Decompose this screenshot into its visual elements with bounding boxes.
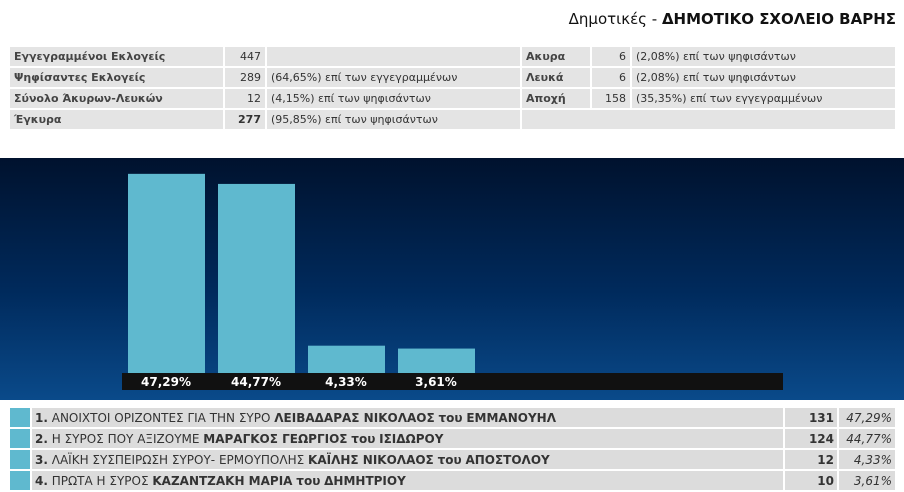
candidate-percent: 3,61% [839,471,895,490]
stats-row: Έγκυρα 277 (95,85%) επί των ψηφισάντων [10,110,895,129]
results-chart: 47,29% 44,77% 4,33% 3,61% [0,158,904,400]
stats-cell: (35,35%) επί των εγγεγραμμένων [632,89,895,108]
bar [218,183,295,373]
candidate-votes: 131 [785,408,837,427]
candidate-name: 3. ΛΑΪΚΗ ΣΥΣΠΕΙΡΩΣΗ ΣΥΡΟΥ- ΕΡΜΟΥΠΟΛΗΣ ΚΑ… [32,450,783,469]
candidate-percent: 47,29% [839,408,895,427]
empty-cell [522,110,895,129]
stats-cell: Σύνολο Άκυρων-Λευκών [10,89,223,108]
bar [398,348,475,373]
stats-cell: 12 [225,89,265,108]
stats-cell: (2,08%) επί των ψηφισάντων [632,47,895,66]
stats-row: Ψηφίσαντες Εκλογείς 289 (64,65%) επί των ε… [10,68,895,87]
color-swatch [10,408,30,427]
candidates-table: 1. ΑΝΟΙΧΤΟΙ ΟΡΙΖΟΝΤΕΣ ΓΙΑ ΤΗΝ ΣΥΡΟ ΛΕΙΒΑ… [8,406,897,492]
candidate-row: 2. Η ΣΥΡΟΣ ΠΟΥ ΑΞΙΖΟΥΜΕ ΜΑΡΑΓΚΟΣ ΓΕΩΡΓΙΟ… [10,429,895,448]
candidate-votes: 124 [785,429,837,448]
color-swatch [10,450,30,469]
bar [128,173,205,373]
stats-table: Εγγεγραμμένοι Εκλογείς 447 Ακυρα 6 (2,08%) ε… [8,45,897,131]
candidate-votes: 10 [785,471,837,490]
candidate-row: 1. ΑΝΟΙΧΤΟΙ ΟΡΙΖΟΝΤΕΣ ΓΙΑ ΤΗΝ ΣΥΡΟ ΛΕΙΒΑ… [10,408,895,427]
color-swatch [10,429,30,448]
bar [308,345,385,373]
candidate-votes: 12 [785,450,837,469]
page-title: Δημοτικές - ΔΗΜΟΤΙΚΟ ΣΧΟΛΕΙΟ ΒΑΡΗΣ [568,10,896,28]
stats-cell: 277 [225,110,265,129]
stats-cell: 447 [225,47,265,66]
candidate-name: 2. Η ΣΥΡΟΣ ΠΟΥ ΑΞΙΖΟΥΜΕ ΜΑΡΑΓΚΟΣ ΓΕΩΡΓΙΟ… [32,429,783,448]
stats-cell: (95,85%) επί των ψηφισάντων [267,110,520,129]
label-strip [122,373,783,390]
candidate-row: 4. ΠΡΩΤΑ Η ΣΥΡΟΣ ΚΑΖΑΝΤΖΑΚΗ ΜΑΡΙΑ του ΔΗ… [10,471,895,490]
stats-cell: Εγγεγραμμένοι Εκλογείς [10,47,223,66]
stats-cell: Λευκά [522,68,590,87]
stats-cell: 289 [225,68,265,87]
candidate-row: 3. ΛΑΪΚΗ ΣΥΣΠΕΙΡΩΣΗ ΣΥΡΟΥ- ΕΡΜΟΥΠΟΛΗΣ ΚΑ… [10,450,895,469]
bar-label: 47,29% [141,375,191,389]
stats-cell: Αποχή [522,89,590,108]
stats-cell [267,47,520,66]
stats-cell: (4,15%) επί των ψηφισάντων [267,89,520,108]
stats-cell: (2,08%) επί των ψηφισάντων [632,68,895,87]
candidate-name: 1. ΑΝΟΙΧΤΟΙ ΟΡΙΖΟΝΤΕΣ ΓΙΑ ΤΗΝ ΣΥΡΟ ΛΕΙΒΑ… [32,408,783,427]
stats-cell: (64,65%) επί των εγγεγραμμένων [267,68,520,87]
bar-label: 44,77% [231,375,281,389]
stats-cell: 158 [592,89,630,108]
stats-cell: 6 [592,47,630,66]
candidate-percent: 4,33% [839,450,895,469]
bar-label: 4,33% [325,375,367,389]
candidate-percent: 44,77% [839,429,895,448]
color-swatch [10,471,30,490]
stats-cell: Ψηφίσαντες Εκλογείς [10,68,223,87]
candidate-name: 4. ΠΡΩΤΑ Η ΣΥΡΟΣ ΚΑΖΑΝΤΖΑΚΗ ΜΑΡΙΑ του ΔΗ… [32,471,783,490]
bar-label: 3,61% [415,375,457,389]
stats-row: Σύνολο Άκυρων-Λευκών 12 (4,15%) επί των ψη… [10,89,895,108]
stats-cell: Έγκυρα [10,110,223,129]
stats-row: Εγγεγραμμένοι Εκλογείς 447 Ακυρα 6 (2,08%) ε… [10,47,895,66]
stats-cell: Ακυρα [522,47,590,66]
stats-cell: 6 [592,68,630,87]
